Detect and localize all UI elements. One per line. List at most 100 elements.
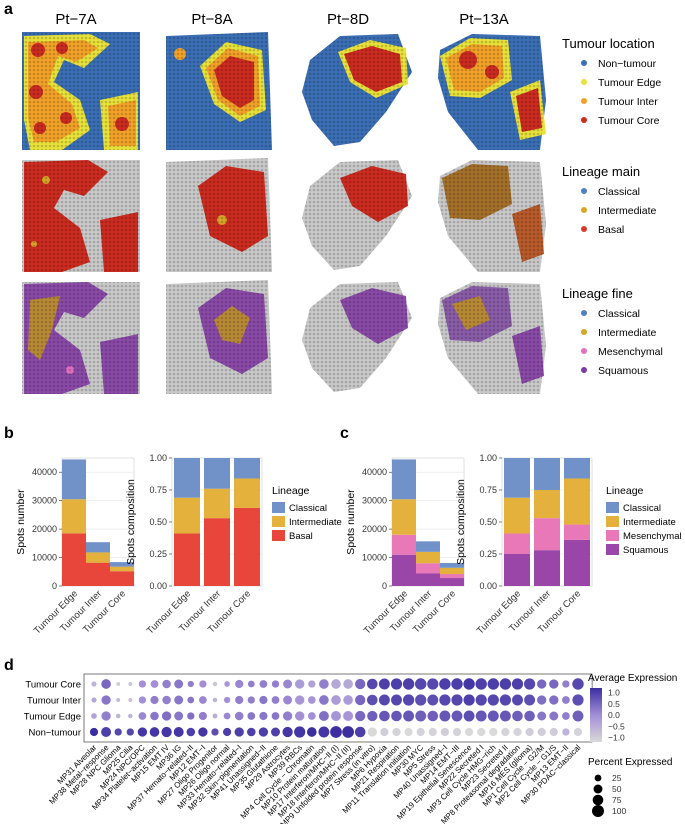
dot	[318, 726, 330, 738]
legend-item: Basal	[289, 531, 313, 542]
bar-segment	[234, 458, 260, 479]
dot	[499, 678, 512, 690]
dot	[487, 710, 499, 722]
dot	[391, 694, 402, 706]
legend-swatch	[272, 516, 285, 527]
y-tick-label: 40000	[362, 467, 387, 477]
size-legend-dot	[593, 784, 603, 794]
panel-c-label: c	[340, 425, 349, 442]
dot	[161, 711, 172, 721]
dot	[212, 713, 218, 719]
dot	[525, 727, 534, 737]
y-tick-label: 10000	[362, 553, 387, 563]
y-axis-title: Spots number	[15, 489, 27, 555]
dot	[572, 678, 584, 690]
dot	[562, 712, 570, 720]
legend-title: Tumour location	[562, 36, 655, 51]
dot	[235, 695, 244, 705]
bar-segment	[534, 550, 560, 586]
bar-segment	[62, 499, 86, 534]
sample-titles: Pt−7A Pt−8A Pt−8D Pt−13A	[55, 11, 508, 28]
bar-segment	[504, 533, 530, 554]
dot	[499, 710, 511, 722]
dot	[282, 726, 293, 738]
dot	[549, 695, 559, 705]
dot	[404, 727, 413, 737]
bar-segment	[174, 497, 200, 534]
dot	[138, 696, 147, 704]
dot	[115, 713, 121, 719]
color-bar	[590, 688, 602, 742]
spatial-map-pt8a-location	[166, 32, 272, 150]
dot	[211, 728, 219, 736]
legend-title: Percent Expressed	[588, 757, 673, 768]
dot	[128, 698, 133, 702]
dot	[440, 727, 449, 737]
spatial-map-pt8d-location	[302, 34, 412, 146]
bar-segment	[234, 507, 260, 586]
dot	[114, 728, 122, 736]
y-tick-label: 0	[52, 581, 57, 591]
dot	[306, 727, 317, 737]
legend-item: Tumour Core	[598, 115, 660, 127]
dot	[366, 694, 378, 706]
dot	[150, 711, 159, 721]
dot	[354, 726, 366, 738]
size-legend-label: 25	[612, 773, 622, 783]
dot	[294, 726, 306, 738]
dot	[549, 679, 559, 689]
dot	[91, 697, 97, 703]
legend-swatch	[606, 544, 619, 555]
y-tick-label: 40000	[32, 467, 57, 477]
dot	[308, 680, 316, 688]
dot	[271, 696, 280, 704]
dot	[116, 698, 121, 702]
legend-swatch	[272, 530, 285, 541]
dot	[295, 711, 305, 721]
dot	[150, 695, 159, 705]
bar-segment	[204, 488, 230, 519]
dot	[198, 727, 208, 737]
dot	[451, 710, 463, 722]
dot	[128, 713, 133, 719]
dot	[91, 681, 97, 687]
dot	[271, 727, 280, 737]
bar-segment	[504, 554, 530, 586]
legend-title: Average Expression	[588, 673, 677, 684]
y-tick-label: 0.75	[149, 485, 167, 495]
bar-segment	[440, 578, 464, 586]
dot	[89, 727, 99, 737]
dot	[101, 727, 112, 737]
dot	[198, 711, 207, 721]
bar-segment	[174, 458, 200, 498]
dot	[537, 679, 547, 689]
bar-segment	[110, 562, 134, 567]
legend-item: Tumour Inter	[598, 96, 658, 108]
dot	[331, 711, 341, 721]
spatial-map-pt7a-lineage-fine	[22, 282, 140, 394]
dot	[223, 696, 231, 704]
dot	[512, 710, 523, 722]
dot	[174, 695, 184, 705]
legend-item: Basal	[598, 224, 624, 236]
dot	[415, 694, 427, 706]
dot	[101, 711, 111, 721]
bar-segment	[416, 573, 440, 586]
legend-swatch	[272, 502, 285, 513]
dot	[101, 679, 111, 689]
y-tick-label: 0.75	[479, 485, 497, 495]
dot	[415, 710, 427, 722]
bar-segment	[392, 554, 416, 586]
bar-segment	[86, 542, 110, 553]
legend-item: Mesenchymal	[598, 346, 663, 358]
dot	[355, 678, 366, 690]
legend-swatch	[606, 530, 619, 541]
y-axis-title: Spots composition	[125, 479, 137, 565]
dot	[331, 679, 341, 689]
dot	[162, 695, 171, 705]
legend-swatch	[581, 79, 587, 85]
dot	[501, 727, 510, 737]
dot	[318, 711, 329, 721]
dot	[512, 694, 523, 706]
